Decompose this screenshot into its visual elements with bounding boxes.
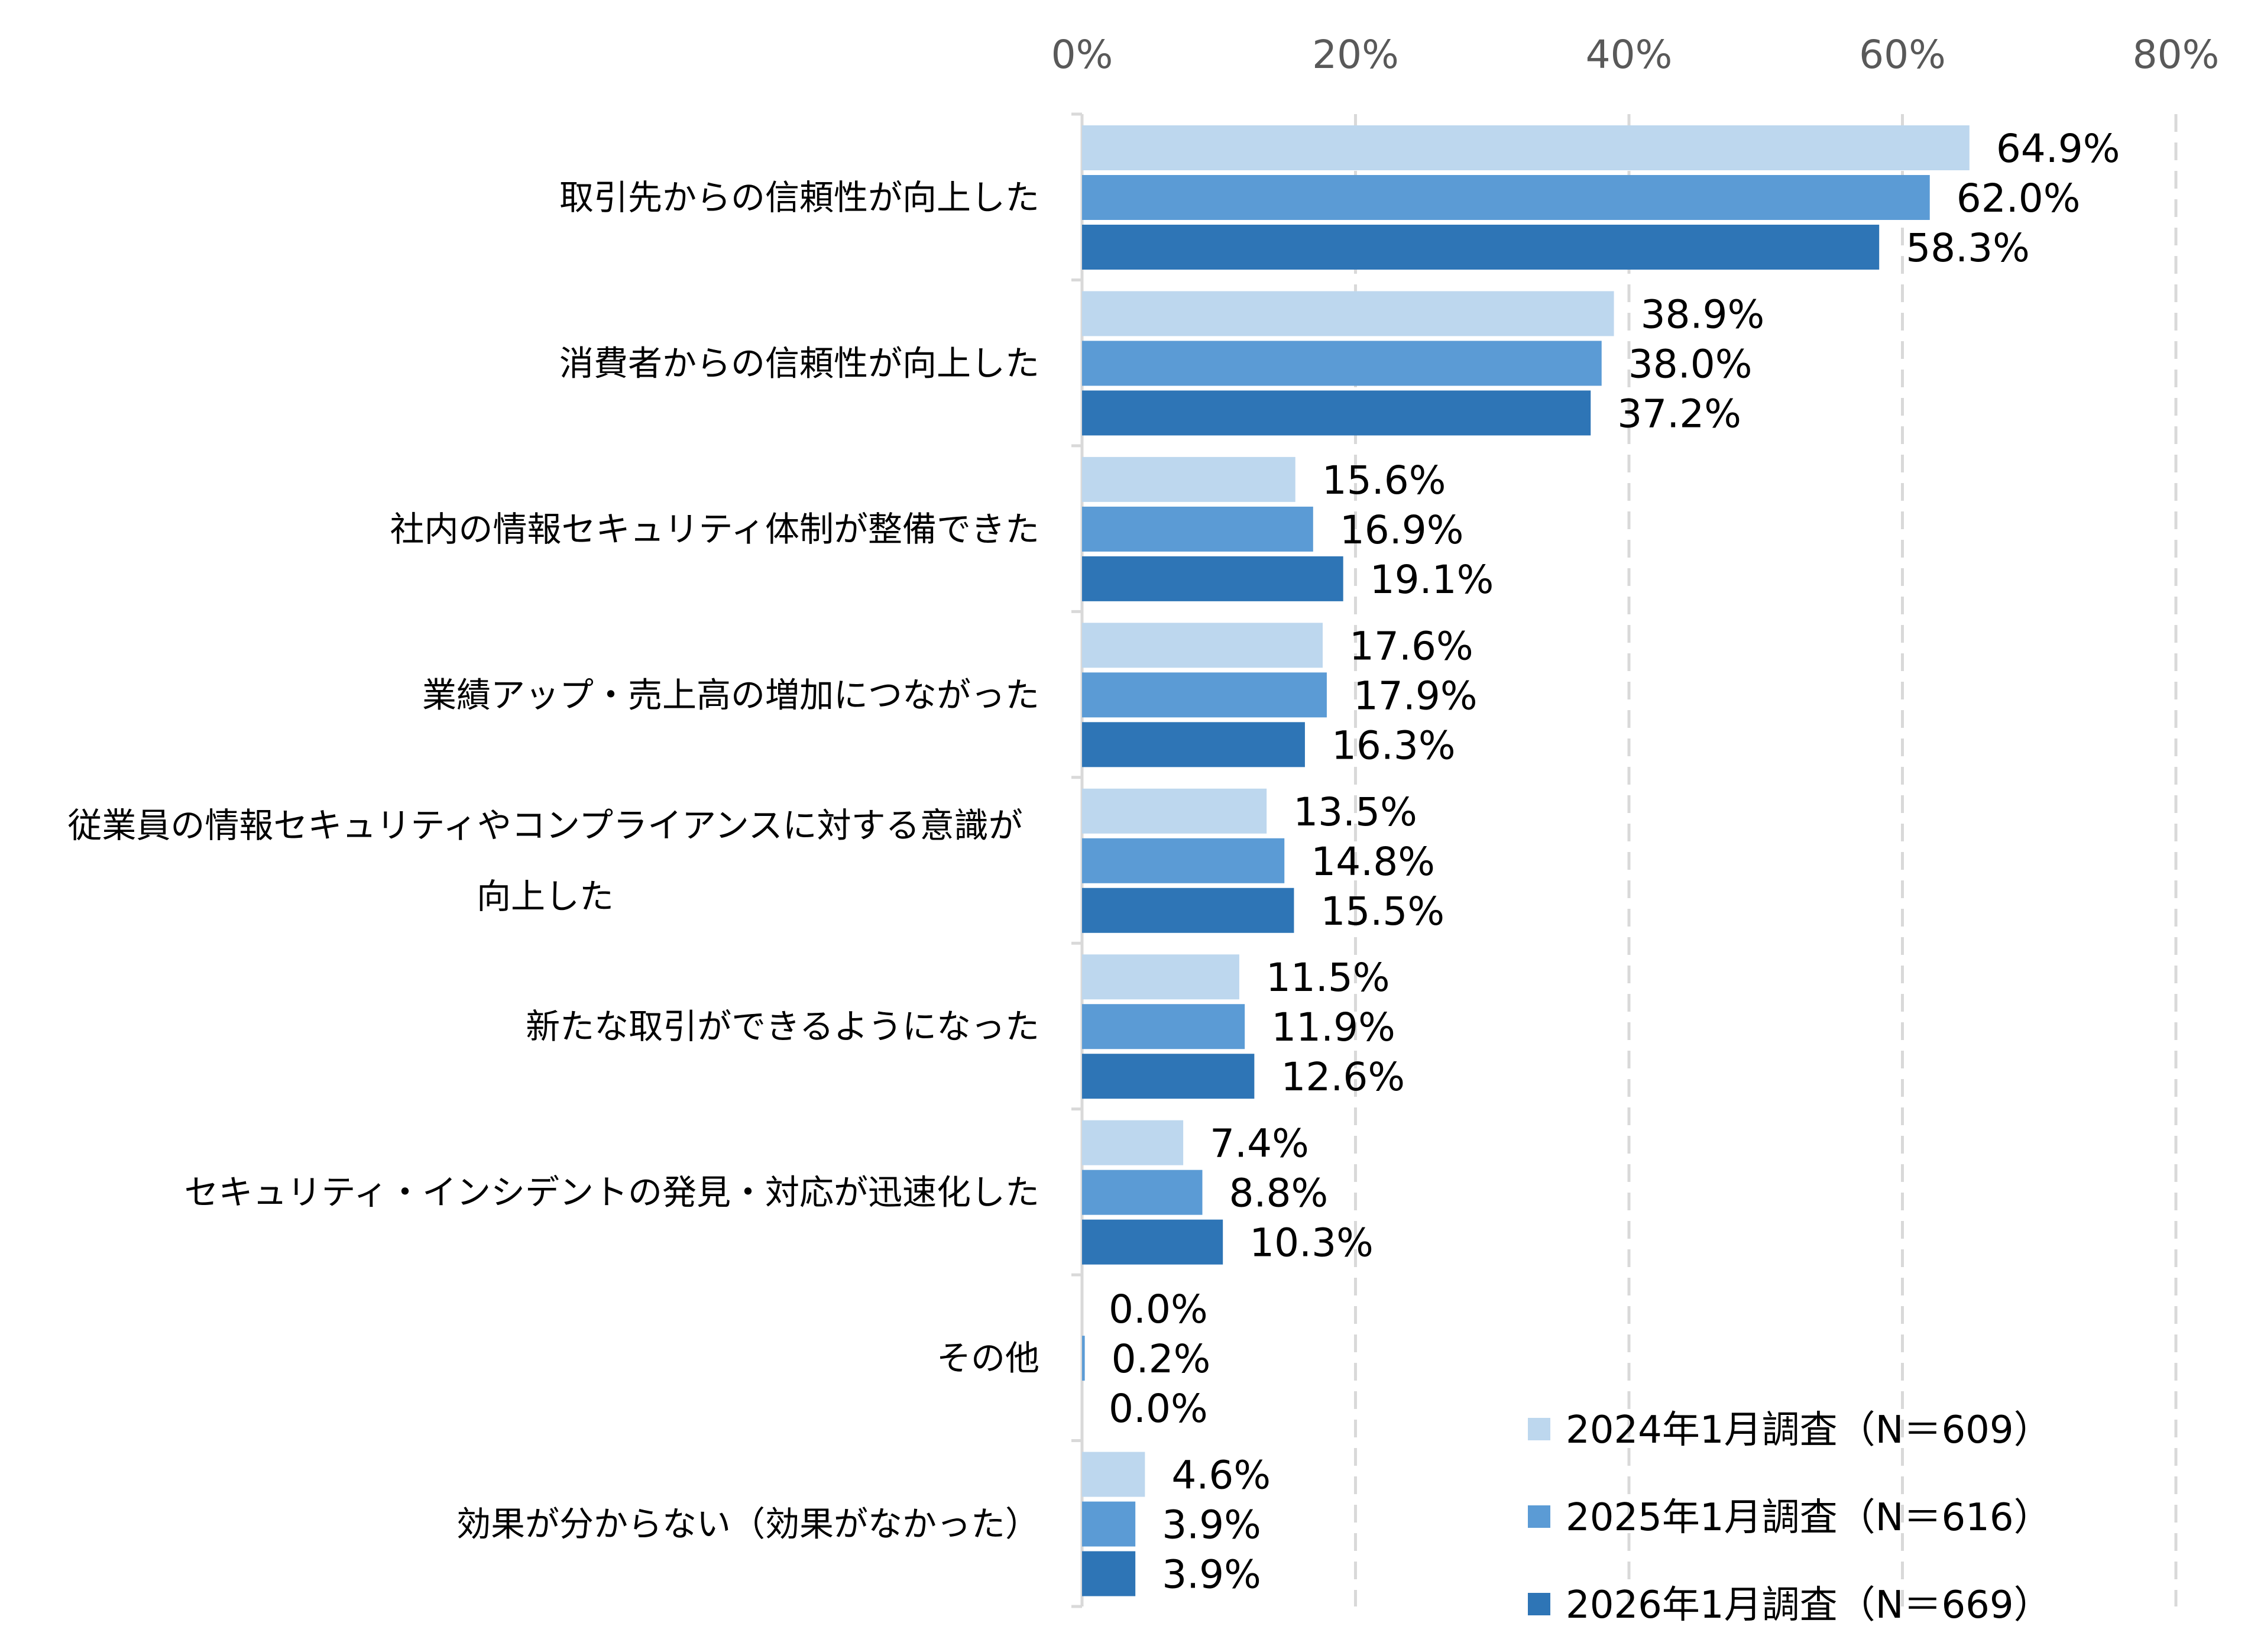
bar [1082, 390, 1591, 436]
bar [1082, 456, 1295, 502]
bar [1082, 623, 1323, 668]
x-tick-label: 0% [1051, 32, 1113, 77]
data-label: 3.9% [1162, 1552, 1261, 1598]
bar [1082, 1120, 1184, 1165]
data-label: 0.0% [1109, 1386, 1208, 1431]
bar [1082, 887, 1294, 933]
data-label: 11.9% [1271, 1005, 1395, 1050]
data-label: 17.6% [1349, 623, 1473, 669]
legend-label: 2025年1月調査（N＝616） [1566, 1496, 2052, 1540]
data-label: 38.9% [1641, 291, 1765, 337]
legend-label: 2024年1月調査（N＝609） [1566, 1408, 2052, 1452]
data-label: 3.9% [1162, 1502, 1261, 1548]
bar [1082, 291, 1614, 336]
data-label: 37.2% [1617, 391, 1741, 436]
category-label: 新たな取引ができるようになった [526, 1006, 1039, 1047]
data-label: 0.2% [1112, 1336, 1211, 1382]
data-label: 16.3% [1332, 723, 1456, 768]
data-label: 11.5% [1266, 955, 1390, 1000]
data-label: 10.3% [1249, 1220, 1374, 1266]
x-tick-label: 20% [1312, 32, 1399, 77]
data-label: 16.9% [1340, 507, 1464, 553]
bar [1082, 175, 1930, 220]
bar [1082, 722, 1305, 767]
category-label: 社内の情報セキュリティ体制が整備できた [390, 509, 1039, 549]
bar [1082, 125, 1970, 170]
data-label: 7.4% [1210, 1121, 1309, 1167]
data-label: 58.3% [1906, 225, 2030, 271]
legend-swatch [1528, 1505, 1550, 1528]
bar [1082, 672, 1327, 718]
bar [1082, 1054, 1255, 1099]
category-label: 向上した [477, 876, 614, 916]
bar [1082, 838, 1285, 883]
category-label: 業績アップ・売上高の増加につながった [422, 675, 1039, 715]
data-label: 19.1% [1370, 557, 1494, 603]
data-label: 4.6% [1171, 1453, 1271, 1498]
data-label: 13.5% [1293, 789, 1417, 835]
data-labels: 64.9% 62.0%58.3% 38.9%38.0%37.2% 15.6%16.9%… [1109, 126, 2120, 1598]
x-tick-label: 40% [1586, 32, 1673, 77]
data-label: 14.8% [1311, 839, 1435, 885]
bar [1082, 1501, 1136, 1547]
category-label: 効果が分からない（効果がなかった） [456, 1504, 1039, 1544]
bar [1082, 1336, 1085, 1381]
legend: 2024年1月調査（N＝609） 2025年1月調査（N＝616） 2026年1月調… [1528, 1408, 2052, 1627]
bar [1082, 1452, 1145, 1497]
data-label: 15.6% [1322, 458, 1446, 503]
data-label: 64.9% [1996, 126, 2120, 171]
category-label: その他 [937, 1338, 1039, 1378]
data-label: 15.5% [1320, 889, 1444, 934]
legend-label: 2026年1月調査（N＝669） [1566, 1583, 2052, 1627]
data-label: 62.0% [1957, 176, 2081, 221]
category-label: セキュリティ・インシデントの発見・対応が迅速化した [184, 1172, 1039, 1213]
bar [1082, 556, 1343, 601]
bar [1082, 1004, 1245, 1049]
bar [1082, 341, 1602, 386]
data-label: 0.0% [1109, 1287, 1208, 1332]
category-label: 消費者からの信頼性が向上した [559, 343, 1039, 383]
bar [1082, 1219, 1223, 1265]
bar [1082, 954, 1239, 1000]
data-label: 17.9% [1353, 673, 1478, 718]
category-label: 取引先からの信頼性が向上した [559, 177, 1039, 218]
category-labels: 取引先からの信頼性が向上した消費者からの信頼性が向上した社内の情報セキュリティ体… [67, 177, 1039, 1544]
x-tick-label: 80% [2133, 32, 2220, 77]
data-label: 8.8% [1229, 1171, 1329, 1216]
bar [1082, 1170, 1203, 1215]
x-tick-label: 60% [1859, 32, 1946, 77]
bar [1082, 1551, 1136, 1596]
x-axis-ticks: 0% 20% 40% 60% 80% [1051, 32, 2220, 77]
bar [1082, 788, 1267, 834]
bar [1082, 225, 1880, 270]
data-label: 12.6% [1281, 1054, 1405, 1100]
legend-swatch [1528, 1418, 1550, 1440]
legend-swatch [1528, 1593, 1550, 1615]
data-label: 38.0% [1628, 341, 1753, 387]
bar [1082, 506, 1313, 552]
category-label: 従業員の情報セキュリティやコンプライアンスに対する意識が [67, 805, 1022, 846]
bars [1082, 125, 1970, 1596]
